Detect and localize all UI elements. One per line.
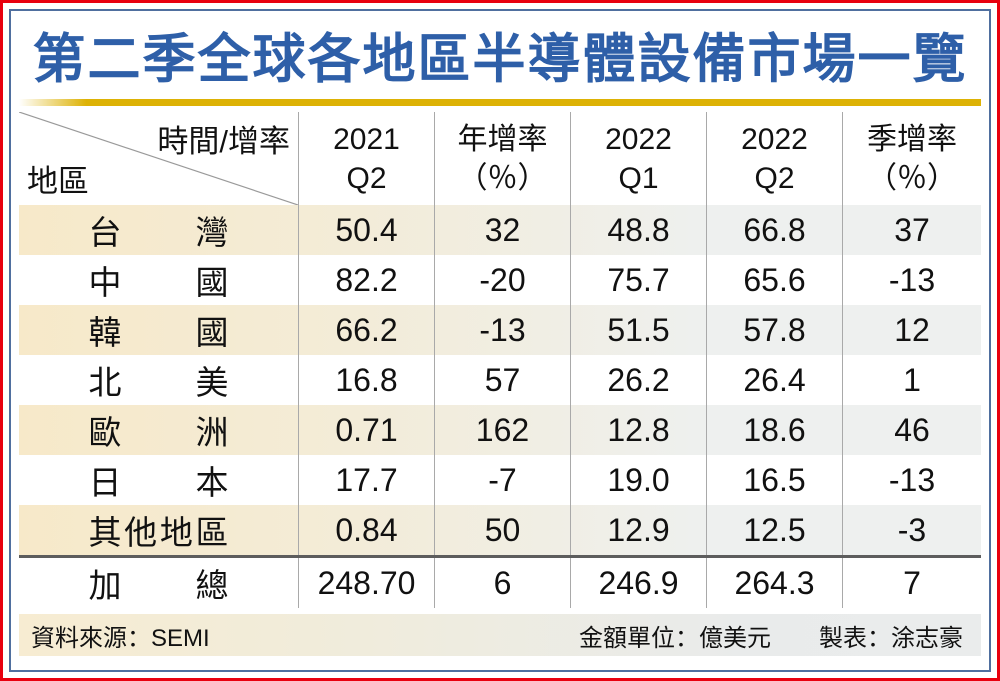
column-header-line1: 2022: [605, 122, 672, 156]
corner-label-region: 地區: [27, 164, 89, 199]
table-row-japan: 日本 17.7 -7 19.0 16.5 -13: [19, 455, 981, 505]
value-cell: 37: [894, 211, 930, 248]
value-cell: 0.71: [299, 405, 435, 455]
value-cell: 6: [435, 558, 571, 608]
value-cell: 50.4: [299, 205, 435, 255]
region-cell: 其他地區: [19, 505, 299, 555]
region-cell: 日本: [19, 455, 299, 505]
value-cell: -20: [435, 255, 571, 305]
value-cell: 12.5: [707, 505, 843, 555]
value-cell: 0.84: [299, 505, 435, 555]
footer-bar: 資料來源：SEMI 金額單位：億美元 製表：涂志豪: [19, 614, 981, 656]
data-table: 時間/增率 地區 2021 Q2 年增率 （％） 2022 Q1 2022: [19, 112, 981, 608]
column-header-qoq: 季增率 （％）: [843, 112, 981, 205]
value-cell: 48.8: [571, 205, 707, 255]
table-row-taiwan: 台灣 50.4 32 48.8 66.8 37: [19, 205, 981, 255]
value-cell: 246.9: [571, 558, 707, 608]
value-cell: -13: [888, 261, 936, 298]
region-cell: 北美: [19, 355, 299, 405]
value-cell: 57.8: [707, 305, 843, 355]
value-cell: 19.0: [571, 455, 707, 505]
value-cell: -13: [888, 461, 936, 498]
value-cell: 12.8: [571, 405, 707, 455]
column-header-line2: Q2: [754, 161, 795, 195]
column-header-line1: 2022: [741, 122, 808, 156]
value-cell: 82.2: [299, 255, 435, 305]
column-header-2022q2: 2022 Q2: [707, 112, 843, 205]
column-header-line1: 2021: [333, 122, 400, 156]
value-cell: 32: [435, 205, 571, 255]
table-row-other-regions: 其他地區 0.84 50 12.9 12.5 -3: [19, 505, 981, 555]
column-header-line2: （％）: [457, 161, 548, 195]
credit-note: 製表：涂志豪: [819, 624, 963, 652]
value-cell: 1: [903, 361, 921, 398]
region-name: 其他地區: [88, 514, 229, 551]
value-cell: 264.3: [707, 558, 843, 608]
region-name: 中國: [88, 264, 229, 301]
corner-label-time: 時間/增率: [157, 124, 290, 159]
region-cell: 韓國: [19, 305, 299, 355]
column-header-line2: Q2: [346, 161, 387, 195]
source-note: 資料來源：SEMI: [31, 624, 210, 652]
value-cell: 16.5: [707, 455, 843, 505]
diagonal-line: [19, 112, 298, 205]
value-cell: 162: [435, 405, 571, 455]
column-header-yoy: 年增率 （％）: [435, 112, 571, 205]
region-name: 日本: [88, 464, 229, 501]
region-cell: 中國: [19, 255, 299, 305]
table-row-north-america: 北美 16.8 57 26.2 26.4 1: [19, 355, 981, 405]
region-name: 加總: [88, 567, 229, 604]
value-cell: 18.6: [707, 405, 843, 455]
unit-note: 金額單位：億美元: [579, 624, 771, 652]
table-row-korea: 韓國 66.2 -13 51.5 57.8 12: [19, 305, 981, 355]
value-cell: 75.7: [571, 255, 707, 305]
value-cell: 12: [894, 311, 930, 348]
value-cell: 51.5: [571, 305, 707, 355]
column-header-line2: （％）: [867, 161, 957, 195]
value-cell: 17.7: [299, 455, 435, 505]
region-cell: 台灣: [19, 205, 299, 255]
value-cell: 26.4: [707, 355, 843, 405]
region-name: 韓國: [88, 314, 229, 351]
total-divider-line: [19, 555, 981, 558]
corner-header-cell: 時間/增率 地區: [19, 112, 299, 205]
value-cell: 12.9: [571, 505, 707, 555]
header-row: 時間/增率 地區 2021 Q2 年增率 （％） 2022 Q1 2022: [19, 112, 981, 205]
page-title: 第二季全球各地區半導體設備市場一覽: [32, 30, 968, 89]
value-cell: 46: [894, 411, 930, 448]
table-row-europe: 歐洲 0.71 162 12.8 18.6 46: [19, 405, 981, 455]
region-name: 北美: [88, 364, 229, 401]
column-header-2021q2: 2021 Q2: [299, 112, 435, 205]
column-header-2022q1: 2022 Q1: [571, 112, 707, 205]
region-name: 歐洲: [88, 414, 229, 451]
gold-divider: [19, 99, 981, 106]
column-header-line1: 年增率: [457, 122, 548, 156]
value-cell: 66.8: [707, 205, 843, 255]
value-cell: 50: [435, 505, 571, 555]
value-cell: 57: [435, 355, 571, 405]
content-panel: 第二季全球各地區半導體設備市場一覽 時間/增率 地區 2021 Q2 年增率 （: [9, 9, 991, 672]
region-cell: 加總: [19, 558, 299, 608]
column-header-line1: 季增率: [867, 122, 957, 156]
value-cell: -7: [435, 455, 571, 505]
value-cell: 66.2: [299, 305, 435, 355]
region-name: 台灣: [88, 214, 229, 251]
value-cell: 16.8: [299, 355, 435, 405]
value-cell: -13: [435, 305, 571, 355]
value-cell: -3: [897, 511, 927, 548]
value-cell: 65.6: [707, 255, 843, 305]
table-row-china: 中國 82.2 -20 75.7 65.6 -13: [19, 255, 981, 305]
value-cell: 26.2: [571, 355, 707, 405]
table-row-total: 加總 248.70 6 246.9 264.3 7: [19, 558, 981, 608]
region-cell: 歐洲: [19, 405, 299, 455]
value-cell: 7: [903, 564, 921, 601]
value-cell: 248.70: [299, 558, 435, 608]
column-header-line2: Q1: [618, 161, 659, 195]
